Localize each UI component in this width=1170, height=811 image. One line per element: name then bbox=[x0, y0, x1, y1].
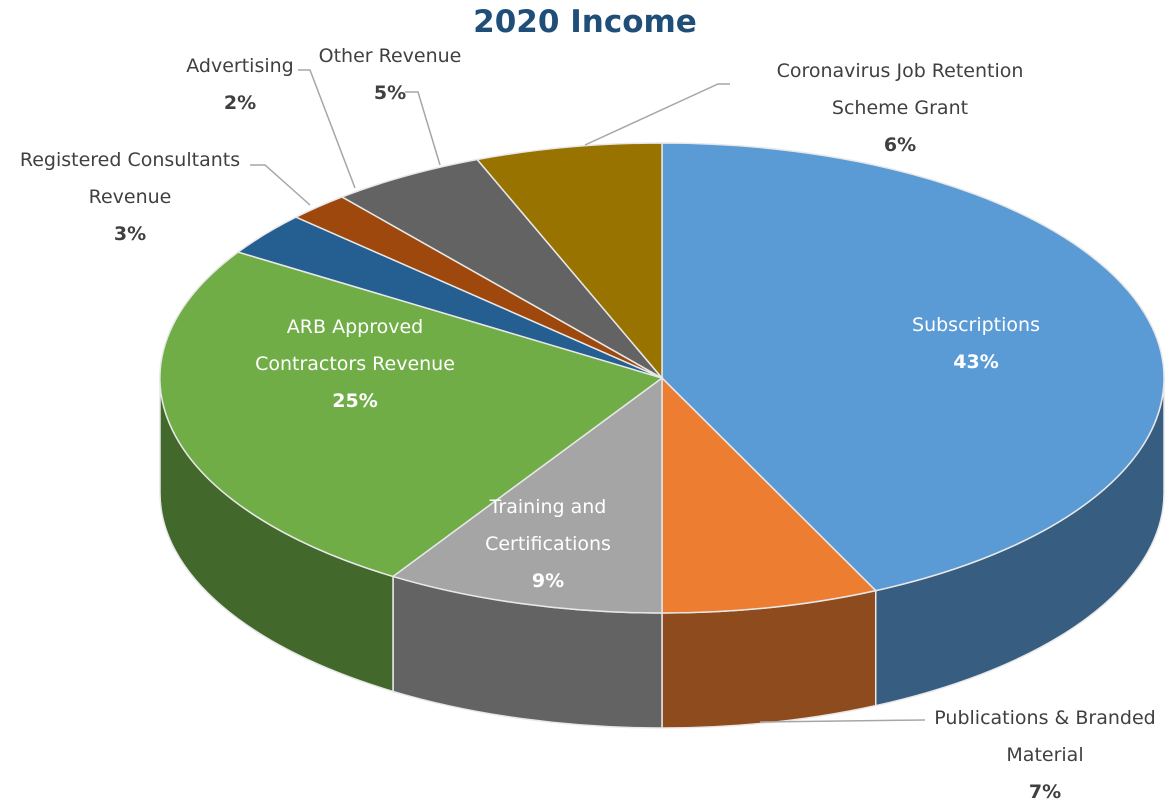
leader-line bbox=[584, 83, 730, 146]
leader-line bbox=[298, 69, 356, 189]
value-label: 9% bbox=[531, 570, 565, 592]
data-label: Training and Certifications 9% bbox=[468, 489, 628, 600]
value-label: 25% bbox=[332, 390, 378, 412]
value-label: 43% bbox=[953, 351, 999, 373]
category-label: Other Revenue bbox=[318, 45, 462, 67]
category-label: Publications & Branded Material bbox=[934, 707, 1156, 766]
slice bbox=[475, 142, 663, 381]
value-label: 3% bbox=[113, 223, 147, 245]
data-label: ARB Approved Contractors Revenue 25% bbox=[240, 309, 470, 420]
slice bbox=[391, 376, 663, 614]
data-label: Publications & Branded Material 7% bbox=[920, 700, 1170, 811]
slice bbox=[661, 142, 1165, 592]
value-label: 7% bbox=[1028, 781, 1062, 803]
chart-title: 2020 Income bbox=[473, 4, 697, 40]
slice bbox=[661, 376, 878, 614]
slice bbox=[159, 251, 664, 578]
leader-line bbox=[250, 164, 311, 206]
category-label: Advertising bbox=[186, 55, 294, 77]
category-label: Subscriptions bbox=[912, 314, 1040, 336]
slice bbox=[340, 158, 663, 379]
leader-line bbox=[759, 719, 926, 723]
value-label: 6% bbox=[883, 134, 917, 156]
value-label: 2% bbox=[223, 92, 257, 114]
value-label: 5% bbox=[373, 82, 407, 104]
category-label: Registered Consultants Revenue bbox=[19, 149, 241, 208]
data-label: Coronavirus Job Retention Scheme Grant 6% bbox=[755, 53, 1045, 164]
category-label: Training and Certifications bbox=[485, 496, 611, 555]
data-label: Other Revenue 5% bbox=[300, 38, 480, 112]
data-label: Advertising 2% bbox=[160, 48, 320, 122]
leader-line bbox=[405, 91, 441, 166]
data-label: Registered Consultants Revenue 3% bbox=[0, 142, 260, 253]
category-label: Coronavirus Job Retention Scheme Grant bbox=[776, 60, 1024, 119]
category-label: ARB Approved Contractors Revenue bbox=[255, 316, 455, 375]
data-label: Subscriptions 43% bbox=[876, 307, 1076, 381]
